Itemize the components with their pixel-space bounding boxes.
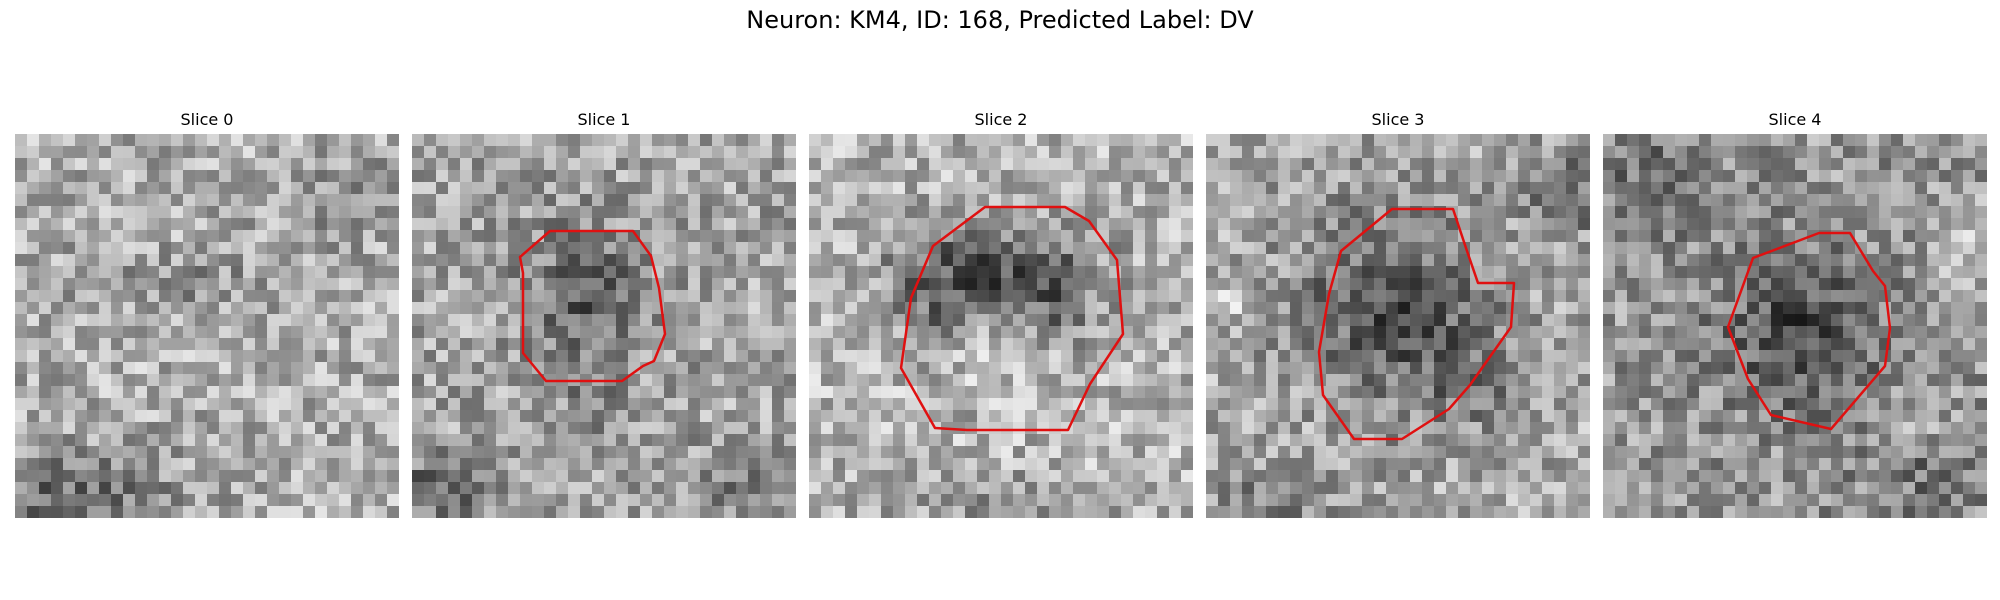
- slice-image-0: [15, 134, 399, 518]
- slice-panel-4: Slice 4: [1603, 108, 1987, 132]
- slice-title-4: Slice 4: [1603, 108, 1987, 132]
- slice-pixels-0: [15, 134, 399, 518]
- slice-title-1: Slice 1: [412, 108, 796, 132]
- slice-panel-2: Slice 2: [809, 108, 1193, 132]
- slice-title-3: Slice 3: [1206, 108, 1590, 132]
- slice-pixels-1: [412, 134, 796, 518]
- slice-pixels-2: [809, 134, 1193, 518]
- slice-panel-1: Slice 1: [412, 108, 796, 132]
- slice-image-4: [1603, 134, 1987, 518]
- slice-image-3: [1206, 134, 1590, 518]
- slice-panel-0: Slice 0: [15, 108, 399, 132]
- slice-pixels-3: [1206, 134, 1590, 518]
- slice-title-2: Slice 2: [809, 108, 1193, 132]
- slice-title-0: Slice 0: [15, 108, 399, 132]
- slice-image-1: [412, 134, 796, 518]
- slice-pixels-4: [1603, 134, 1987, 518]
- slice-image-2: [809, 134, 1193, 518]
- figure-title: Neuron: KM4, ID: 168, Predicted Label: D…: [0, 6, 2000, 34]
- slice-panel-3: Slice 3: [1206, 108, 1590, 132]
